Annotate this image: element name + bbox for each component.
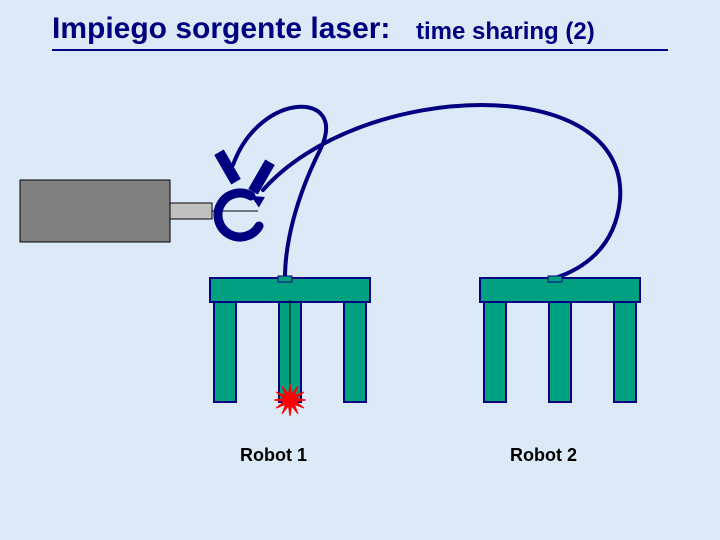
robot2-leg-3 (614, 302, 636, 402)
switch-arc-arrowhead (251, 196, 265, 208)
fiber-to-robot2 (263, 105, 620, 278)
robot2-port (548, 276, 562, 282)
robot1-port (278, 276, 292, 282)
robot2-label: Robot 2 (510, 445, 577, 466)
diagram-svg (0, 0, 720, 540)
laser-source-box (20, 180, 170, 242)
robot2-leg-1 (484, 302, 506, 402)
robot1-leg-1 (214, 302, 236, 402)
title-main: Impiego sorgente laser: (52, 12, 390, 46)
title-sub: time sharing (2) (416, 18, 595, 46)
robot1-leg-3 (344, 302, 366, 402)
robot2-leg-2 (549, 302, 571, 402)
laser-source-barrel (170, 203, 212, 219)
switch-arc (218, 193, 259, 237)
diagram-stage: Impiego sorgente laser: time sharing (2) R… (0, 0, 720, 540)
robot1-label: Robot 1 (240, 445, 307, 466)
